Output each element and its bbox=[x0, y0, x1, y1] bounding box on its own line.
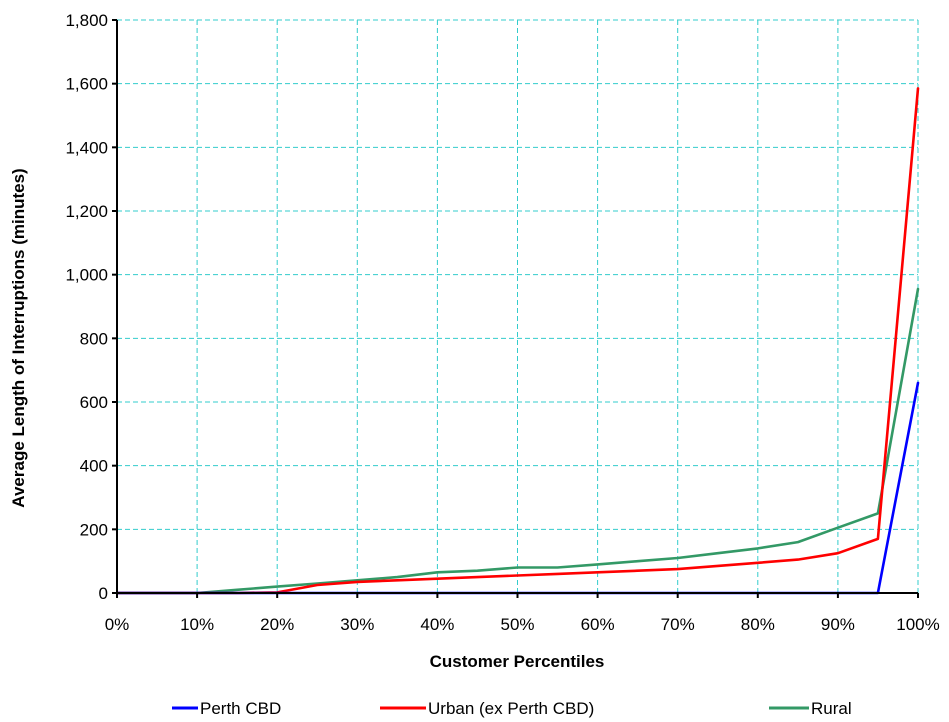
legend-label-urban: Urban (ex Perth CBD) bbox=[428, 699, 594, 718]
y-tick-label: 1,000 bbox=[65, 266, 108, 285]
gridlines bbox=[117, 19, 919, 593]
y-tick-label: 200 bbox=[80, 520, 108, 539]
x-tick-label: 80% bbox=[741, 615, 775, 634]
y-tick-label: 1,600 bbox=[65, 75, 108, 94]
axes bbox=[112, 19, 919, 598]
x-tick-label: 50% bbox=[500, 615, 534, 634]
legend-item-urban: Urban (ex Perth CBD) bbox=[380, 699, 594, 718]
y-tick-label: 400 bbox=[80, 457, 108, 476]
legend-label-rural: Rural bbox=[811, 699, 852, 718]
series-line-rural bbox=[115, 287, 920, 595]
y-axis-title: Average Length of Interruptions (minutes… bbox=[9, 168, 28, 507]
y-tick-labels: 0 200 400 600 800 1,000 1,200 1,400 1,600 1,800 bbox=[65, 11, 108, 603]
x-tick-labels: 0% 10% 20% 30% 40% 50% 60% 70% 80% 90% 100% bbox=[105, 615, 940, 634]
legend-item-perth-cbd: Perth CBD bbox=[172, 699, 281, 718]
x-tick-label: 40% bbox=[420, 615, 454, 634]
y-tick-label: 1,800 bbox=[65, 11, 108, 30]
x-axis-title: Customer Percentiles bbox=[430, 652, 605, 671]
legend-label-perth-cbd: Perth CBD bbox=[200, 699, 281, 718]
legend: Perth CBD Urban (ex Perth CBD) Rural bbox=[172, 699, 852, 718]
y-tick-label: 800 bbox=[80, 329, 108, 348]
y-tick-label: 1,200 bbox=[65, 202, 108, 221]
x-tick-label: 100% bbox=[896, 615, 939, 634]
y-tick-label: 600 bbox=[80, 393, 108, 412]
y-tick-label: 1,400 bbox=[65, 138, 108, 157]
x-tick-label: 90% bbox=[821, 615, 855, 634]
x-tick-label: 20% bbox=[260, 615, 294, 634]
legend-item-rural: Rural bbox=[769, 699, 852, 718]
x-tick-label: 30% bbox=[340, 615, 374, 634]
x-tick-label: 60% bbox=[581, 615, 615, 634]
x-tick-label: 0% bbox=[105, 615, 130, 634]
x-tick-label: 70% bbox=[661, 615, 695, 634]
y-tick-label: 0 bbox=[99, 584, 108, 603]
x-tick-label: 10% bbox=[180, 615, 214, 634]
